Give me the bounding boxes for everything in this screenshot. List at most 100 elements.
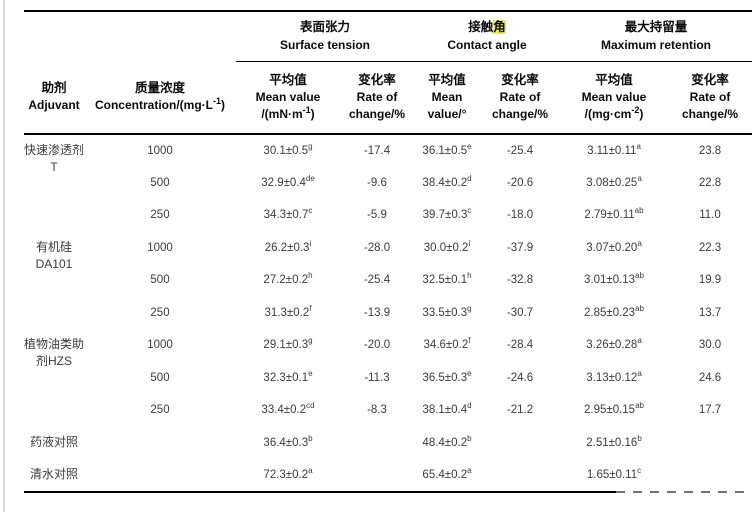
bottom-rule-fade-artifact <box>616 490 752 495</box>
group-surface-tension: 表面张力 Surface tension <box>236 11 414 62</box>
ca-rate-cell <box>480 427 560 460</box>
ca-rate-cell: -25.4 <box>506 144 534 157</box>
significance-superscript: c <box>308 206 313 216</box>
mr-rate-cell: 11.0 <box>699 209 721 222</box>
st-mean-cell: 72.3±0.2a <box>263 465 313 481</box>
st-rate-cell <box>340 459 414 492</box>
st-mean-cell: 26.2±0.3i <box>264 238 312 254</box>
concentration-cell: 250 <box>150 306 170 319</box>
significance-superscript: g <box>308 141 313 151</box>
mr-rate-cell: 23.8 <box>698 144 722 157</box>
st-mean-cell: 34.3±0.7c <box>263 206 313 222</box>
group-contact-angle: 接触角 Contact angle <box>414 11 560 62</box>
table-row: 清水对照 72.3±0.2a 65.4±0.2a 1.65±0.11c <box>24 459 752 492</box>
significance-superscript: a <box>636 141 641 151</box>
group-surface-tension-zh: 表面张力 <box>299 20 350 35</box>
st-rate-cell <box>340 427 414 460</box>
table-row: 500 32.3±0.1e -11.3 36.5±0.3e -24.6 3.13±0.12… <box>24 362 752 395</box>
ca-rate-cell: -18.0 <box>506 209 534 222</box>
adjuvant-cell: 有机硅 DA101 <box>24 232 84 330</box>
significance-superscript: ab <box>635 271 644 281</box>
significance-superscript: g <box>308 336 313 346</box>
significance-superscript: b <box>308 433 313 443</box>
mr-mean-cell: 2.79±0.11ab <box>584 206 644 222</box>
ca-mean-cell: 39.7±0.3c <box>422 206 472 222</box>
mr-mean-cell: 3.13±0.12a <box>586 368 642 384</box>
significance-superscript: ab <box>635 303 644 313</box>
st-rate-cell: -25.4 <box>363 274 391 287</box>
adjuvant-name-line: 剂HZS <box>35 354 72 368</box>
significance-superscript: c <box>467 206 472 216</box>
contact-angle-text: 接触 <box>468 20 494 35</box>
mr-mean-cell: 3.08±0.25a <box>586 173 642 189</box>
concentration-cell: 250 <box>150 209 170 222</box>
significance-superscript: cd <box>306 401 315 411</box>
adjuvant-cell: 清水对照 <box>24 459 84 492</box>
concentration-cell <box>84 459 236 492</box>
ca-mean-cell: 48.4±0.2b <box>422 433 472 449</box>
significance-superscript: e <box>308 368 313 378</box>
ca-mean-cell: 38.4±0.2d <box>422 173 472 189</box>
table-row: 250 33.4±0.2cd -8.3 38.1±0.4d -21.2 2.95±0.15… <box>24 394 752 427</box>
significance-superscript: b <box>467 433 472 443</box>
st-rate-cell: -8.3 <box>367 404 387 417</box>
table-row: 250 31.3±0.2f -13.9 33.5±0.3g -30.7 2.85±0.23… <box>24 297 752 330</box>
ca-mean-cell: 65.4±0.2a <box>422 465 472 481</box>
header-adjuvant-en: Adjuvant <box>28 98 80 112</box>
concentration-cell: 500 <box>150 274 170 287</box>
mr-rate-cell: 17.7 <box>698 404 722 417</box>
group-max-retention-en: Maximum retention <box>601 38 712 53</box>
mr-rate-cell: 30.0 <box>698 339 722 352</box>
significance-superscript: a <box>637 173 642 183</box>
concentration-cell <box>84 427 236 460</box>
mr-mean-cell: 2.95±0.15ab <box>584 401 644 417</box>
mr-rate-cell: 24.6 <box>698 371 722 384</box>
ca-rate-cell <box>480 459 560 492</box>
mr-rate-cell: 22.3 <box>698 241 722 254</box>
significance-superscript: i <box>309 238 312 248</box>
st-mean-cell: 29.1±0.3g <box>263 336 313 352</box>
subheader-ca-mean: 平均值 Mean value/° <box>414 61 480 135</box>
significance-superscript: a <box>637 368 642 378</box>
adjuvant-name-line: 清水对照 <box>29 467 78 482</box>
significance-superscript: e <box>467 141 472 151</box>
ca-mean-cell: 32.5±0.1h <box>422 271 472 287</box>
significance-superscript: e <box>467 368 472 378</box>
st-rate-cell: -9.6 <box>367 176 387 189</box>
adjuvant-name-line: 植物油类助 <box>24 337 85 351</box>
table-row: 植物油类助 剂HZS 1000 29.1±0.3g -20.0 34.6±0.2f -28.… <box>24 329 752 368</box>
mr-mean-cell: 1.65±0.11c <box>586 465 642 481</box>
significance-superscript: a <box>637 238 642 248</box>
ca-rate-cell: -24.6 <box>506 371 534 384</box>
st-rate-cell: -28.0 <box>363 241 391 254</box>
subheader-mr-rate: 变化率 Rate of change/% <box>668 61 753 135</box>
concentration-cell: 250 <box>150 404 170 417</box>
significance-superscript: a <box>467 465 472 475</box>
subheader-st-mean: 平均值 Mean value /(mN·m-1) <box>236 61 340 135</box>
table-row: 有机硅 DA101 1000 26.2±0.3i -28.0 30.0±0.2i -37.9… <box>24 232 752 270</box>
significance-superscript: b <box>637 433 642 443</box>
ca-mean-cell: 33.5±0.3g <box>422 303 472 319</box>
ca-rate-cell: -30.7 <box>506 306 534 319</box>
ca-mean-cell: 34.6±0.2f <box>423 336 471 352</box>
adjuvant-name-line: 快速渗透剂 <box>24 143 85 157</box>
header-adjuvant: 助剂 Adjuvant <box>24 61 84 135</box>
header-concentration-en: Concentration/(mg·L-1) <box>94 96 225 113</box>
ca-rate-cell: -37.9 <box>506 241 534 254</box>
adjuvant-name-line: T <box>50 160 58 174</box>
st-rate-cell: -13.9 <box>363 306 391 319</box>
mr-mean-cell: 3.07±0.20a <box>586 238 642 254</box>
st-rate-cell: -11.3 <box>364 371 390 384</box>
ca-rate-cell: -28.4 <box>506 339 534 352</box>
mr-rate-cell: 22.8 <box>698 176 722 189</box>
ca-mean-cell: 36.5±0.3e <box>422 368 472 384</box>
adjuvant-cell: 快速渗透剂 T <box>24 134 84 232</box>
significance-superscript: h <box>467 271 472 281</box>
significance-superscript: f <box>468 336 471 346</box>
ca-rate-cell: -20.6 <box>506 176 534 189</box>
adjuvant-name-line: 有机硅 <box>35 239 72 254</box>
significance-superscript: a <box>637 336 642 346</box>
ca-rate-cell: -21.2 <box>506 404 534 417</box>
search-highlight: 角 <box>493 20 506 35</box>
mr-mean-cell: 3.11±0.11a <box>587 141 641 157</box>
